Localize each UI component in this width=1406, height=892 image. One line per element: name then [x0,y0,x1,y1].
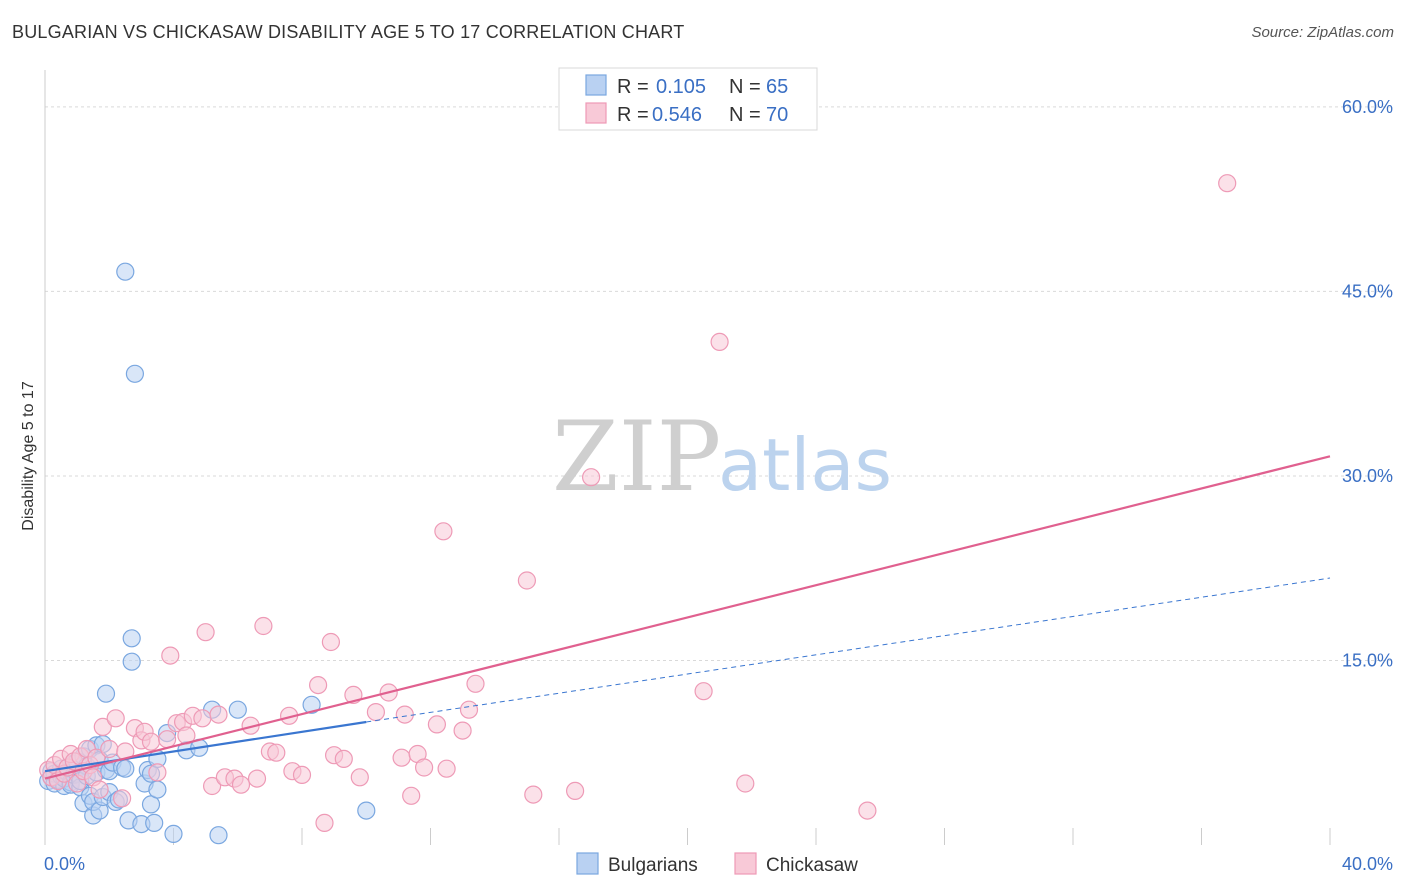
point-bulgarians [302,695,321,714]
x-tick-label-min: 0.0% [44,854,85,874]
point-chickasaw [858,801,877,820]
point-chickasaw [90,780,109,799]
legend-r-label-2: R = [617,104,649,126]
point-chickasaw [100,739,119,759]
bottom-legend-label-chickasaw: Chickasaw [766,855,858,876]
point-chickasaw [193,709,212,728]
legend-n-value-2: 70 [766,104,788,126]
point-chickasaw [158,730,177,749]
x-tick-label-max: 40.0% [1342,854,1393,874]
point-chickasaw [254,616,273,636]
y-axis-label: Disability Age 5 to 17 [20,381,37,531]
point-chickasaw [315,813,334,833]
point-chickasaw [350,768,369,787]
series-legend: Bulgarians Chickasaw [576,852,858,876]
point-chickasaw [309,675,328,695]
chart-title: BULGARIAN VS CHICKASAW DISABILITY AGE 5 … [12,22,685,42]
point-bulgarians [228,700,247,719]
point-chickasaw [366,702,385,722]
watermark: ZIP atlas [552,401,892,513]
watermark-zip: ZIP [552,401,721,513]
point-chickasaw [292,765,312,785]
point-chickasaw [334,749,353,769]
point-chickasaw [93,717,112,737]
legend-r-value-1: 0.105 [656,76,706,98]
point-chickasaw [106,709,125,728]
point-chickasaw [415,758,434,777]
point-chickasaw [148,763,167,782]
point-chickasaw [392,748,411,767]
point-chickasaw [434,522,453,541]
legend-swatch-bulgarians [585,74,607,96]
watermark-atlas: atlas [718,423,892,507]
point-chickasaw [321,632,340,652]
point-chickasaw [581,468,601,487]
point-chickasaw [466,674,485,693]
point-chickasaw [565,781,585,801]
point-chickasaw [427,715,446,734]
gridlines [45,106,1395,661]
trend-lines [44,455,1331,780]
point-chickasaw [736,774,755,793]
point-chickasaw [247,769,267,788]
point-chickasaw [710,332,729,351]
point-chickasaw [694,682,713,701]
point-bulgarians [164,824,183,844]
point-chickasaw [1218,174,1237,193]
bottom-legend-swatch-chickasaw [734,852,757,875]
trend-line-bulgarians-extension [366,577,1331,723]
source-label: Source: ZipAtlas.com [1251,24,1394,41]
point-chickasaw [141,732,161,751]
point-chickasaw [402,786,421,805]
y-tick-label: 15.0% [1342,650,1393,670]
trend-line-chickasaw [44,455,1331,780]
bottom-legend-label-bulgarians: Bulgarians [608,855,698,876]
tick-labels: 15.0% 30.0% 45.0% 60.0% 0.0% 40.0% [44,97,1393,874]
y-tick-label: 45.0% [1342,281,1393,301]
point-bulgarians [96,684,116,703]
point-bulgarians [122,652,141,671]
point-chickasaw [231,775,251,794]
legend-n-label-2: N = [729,104,761,126]
point-bulgarians [125,364,144,383]
point-chickasaw [203,776,222,796]
trend-line-bulgarians [44,720,367,773]
data-points [39,174,1237,845]
legend-n-label-1: N = [729,76,761,98]
legend-r-value-2: 0.546 [652,104,702,126]
point-chickasaw [524,785,543,804]
point-bulgarians [122,629,141,648]
point-chickasaw [517,571,537,590]
point-chickasaw [161,646,180,665]
correlation-legend: R = 0.105 N = 65 R = 0.546 N = 70 [558,67,818,131]
point-chickasaw [196,623,215,642]
point-chickasaw [267,743,286,762]
point-chickasaw [209,705,228,724]
point-bulgarians [357,801,376,820]
y-tick-label: 60.0% [1342,97,1393,117]
point-bulgarians [145,813,164,833]
point-bulgarians [116,262,135,281]
legend-r-label-1: R = [617,76,649,98]
point-chickasaw [453,721,472,740]
point-chickasaw [459,700,479,719]
legend-n-value-1: 65 [766,76,788,98]
point-chickasaw [437,759,456,778]
point-bulgarians [116,759,135,778]
legend-swatch-chickasaw [585,102,607,124]
bottom-legend-swatch-bulgarians [576,852,599,875]
point-chickasaw [112,789,132,808]
y-tick-label: 30.0% [1342,466,1393,486]
point-chickasaw [395,705,414,724]
point-bulgarians [209,826,228,845]
point-bulgarians [148,780,167,799]
